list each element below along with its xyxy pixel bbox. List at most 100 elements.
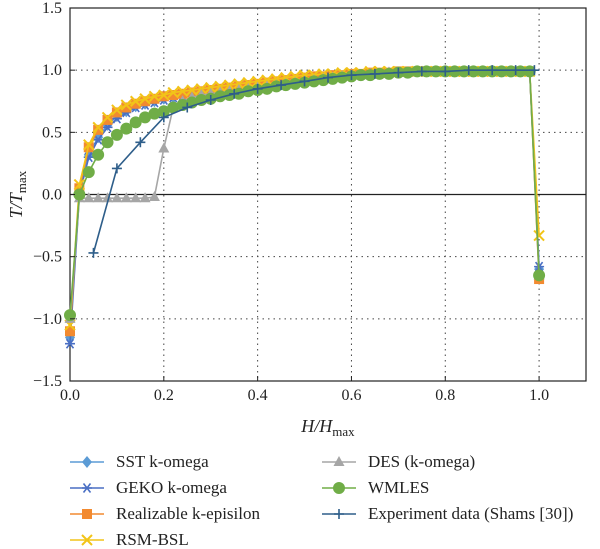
x-tick-label: 1.0 (529, 387, 549, 404)
data-point (158, 89, 170, 101)
series-6 (88, 65, 540, 258)
data-point (168, 90, 179, 101)
data-point (346, 70, 357, 81)
data-point (148, 190, 160, 201)
data-point (242, 76, 254, 89)
data-point (369, 68, 380, 79)
data-point (139, 192, 151, 203)
x-tick-label: 0.4 (248, 387, 268, 404)
data-point (529, 65, 540, 76)
data-point (276, 80, 287, 91)
data-point (65, 338, 75, 349)
data-point (102, 192, 114, 203)
data-point (463, 65, 474, 76)
data-point (135, 137, 146, 148)
data-point (139, 93, 151, 105)
legend-marker (333, 456, 345, 466)
ticks: 0.0 0.2 0.4 0.6 0.8 1.0 −1.5 −1.0 −0.5 0.0 0.5 1.0 1… (33, 0, 549, 404)
legend-item: DES (k-omega) (322, 452, 475, 471)
y-axis-label-sub: max (14, 170, 29, 193)
data-point (523, 65, 536, 78)
data-point (149, 93, 160, 104)
legend-label: GEKO k-omega (116, 478, 227, 497)
data-point (101, 136, 114, 149)
y-tick-label: 0.5 (42, 124, 62, 141)
data-point (65, 326, 75, 337)
legend-label: Experiment data (Shams [30]) (368, 504, 573, 523)
data-point (510, 65, 521, 76)
data-point (393, 67, 404, 78)
data-point (148, 90, 161, 102)
data-point (205, 95, 216, 106)
data-point (214, 80, 226, 93)
data-point (111, 192, 123, 203)
data-point (92, 192, 104, 203)
x-tick-label: 0.6 (341, 387, 361, 404)
data-point (120, 122, 133, 135)
x-tick-label: 0.0 (60, 387, 80, 404)
y-tick-label: −0.5 (33, 249, 62, 266)
legend-item: SST k-omega (70, 452, 209, 471)
data-point (261, 74, 273, 86)
series-line (69, 70, 540, 338)
y-tick-label: 0.0 (42, 187, 62, 204)
data-point (101, 111, 114, 124)
y-tick-label: −1.5 (33, 373, 62, 390)
data-point (129, 95, 142, 107)
data-point (177, 88, 188, 99)
data-point (82, 166, 95, 179)
legend-marker (334, 509, 344, 519)
data-point (223, 79, 236, 91)
data-point (205, 81, 217, 94)
data-point (120, 99, 132, 111)
legend-marker (82, 483, 92, 493)
data-point (73, 188, 86, 201)
data-point (88, 247, 99, 258)
legend-item: Realizable k-episilon (70, 504, 260, 523)
data-point (140, 96, 151, 107)
data-point (487, 65, 498, 76)
data-point (233, 78, 245, 90)
legend-marker (82, 509, 92, 519)
series-1 (65, 66, 545, 349)
legend-label: SST k-omega (116, 452, 209, 471)
data-point (323, 72, 333, 83)
data-point (83, 139, 95, 151)
data-point (416, 66, 427, 77)
data-point (130, 98, 141, 109)
data-point (251, 75, 264, 88)
data-point (92, 148, 105, 161)
data-point (130, 192, 142, 203)
data-point (110, 128, 123, 141)
data-point (158, 112, 169, 123)
grid (70, 8, 586, 381)
x-tick-label: 0.2 (154, 387, 174, 404)
x-axis-label: H/Hmax (300, 416, 355, 439)
x-axis-label-sub: max (332, 424, 355, 439)
data-point (83, 192, 95, 203)
data-point (182, 102, 193, 113)
data-point (121, 102, 132, 113)
legend-label: Realizable k-episilon (116, 504, 260, 523)
data-point (229, 88, 240, 99)
legend-item: WMLES (322, 478, 429, 497)
y-tick-label: −1.0 (33, 311, 62, 328)
series-line (69, 70, 540, 344)
legend-item: Experiment data (Shams [30]) (322, 504, 573, 523)
legend-item: GEKO k-omega (70, 478, 227, 497)
data-point (533, 229, 545, 242)
legend-label: DES (k-omega) (368, 452, 475, 471)
data-point (93, 124, 104, 135)
data-point (120, 192, 132, 203)
data-point (92, 121, 104, 134)
y-tick-label: 1.5 (42, 0, 62, 17)
legend-label: WMLES (368, 478, 429, 497)
y-tick-label: 1.0 (42, 62, 62, 79)
legend-marker (333, 482, 345, 494)
data-point (64, 309, 76, 322)
data-point (186, 84, 198, 96)
data-point (440, 66, 451, 77)
y-axis-label-var: T/T (6, 191, 26, 218)
legend-item: RSM-BSL (70, 530, 189, 549)
data-point (102, 114, 113, 125)
